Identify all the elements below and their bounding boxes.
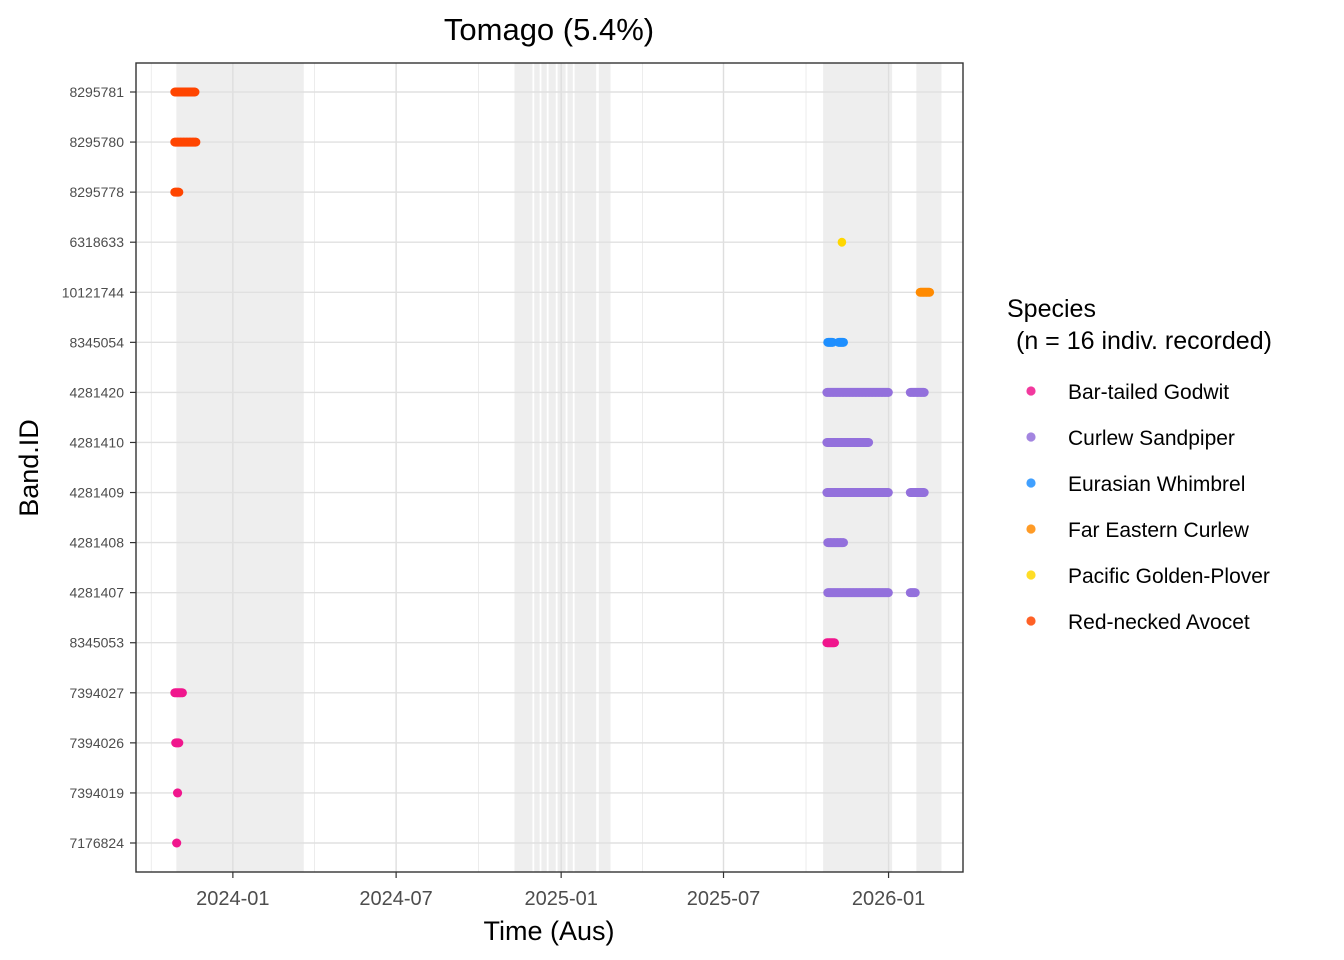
shaded-period (514, 63, 533, 872)
y-tick-label: 8345053 (69, 635, 124, 651)
data-point (839, 338, 849, 347)
data-point (920, 488, 929, 497)
y-tick-label: 4281407 (69, 585, 124, 601)
y-tick-label: 10121744 (62, 284, 125, 300)
shaded-periods (176, 63, 942, 872)
legend-key-eurasian-whimbrel (1026, 478, 1036, 488)
y-axis-title: Band.ID (14, 419, 44, 517)
data-point (172, 838, 181, 848)
y-tick-label: 4281409 (69, 485, 124, 501)
shaded-period (176, 63, 304, 872)
x-tick-label: 2025-01 (524, 888, 597, 910)
data-point (864, 438, 874, 447)
shaded-period (548, 63, 556, 872)
legend-title: Species (1007, 295, 1096, 323)
legend-items: Bar-tailed Godwit Curlew Sandpiper Eurasia… (1026, 381, 1270, 634)
legend-label: Pacific Golden-Plover (1068, 565, 1270, 588)
data-point (911, 588, 920, 597)
shaded-period (541, 63, 547, 872)
legend-key-pacific-golden-plover (1026, 570, 1036, 580)
data-point (190, 87, 200, 97)
data-point (884, 388, 893, 397)
x-axis: 2024-01 2024-07 2025-01 2025-07 2026-01 (196, 872, 925, 910)
y-tick-label: 4281420 (69, 384, 124, 400)
shaded-period (823, 63, 893, 872)
legend-label: Bar-tailed Godwit (1068, 381, 1229, 404)
data-point (830, 638, 840, 648)
data-point (191, 137, 201, 147)
y-tick-label: 4281410 (69, 434, 124, 450)
legend-label: Eurasian Whimbrel (1068, 473, 1245, 496)
gridlines (136, 63, 963, 872)
legend-label: Red-necked Avocet (1068, 611, 1250, 634)
y-tick-label: 8295780 (69, 134, 124, 150)
legend-key-bar-tailed-godwit (1026, 386, 1036, 396)
y-tick-label: 8345054 (69, 334, 124, 350)
y-tick-label: 4281408 (69, 535, 124, 551)
data-points (170, 87, 935, 848)
x-tick-label: 2024-07 (359, 888, 432, 910)
y-axis: 7176824 7394019 7394026 7394027 8345053 42814… (62, 84, 136, 851)
data-point (178, 688, 187, 698)
data-point (884, 588, 893, 597)
legend-key-far-eastern-curlew (1026, 524, 1036, 534)
x-tick-label: 2026-01 (852, 888, 925, 910)
legend-subtitle: (n = 16 indiv. recorded) (1016, 327, 1272, 355)
y-tick-label: 7176824 (69, 835, 124, 851)
shaded-period (598, 63, 611, 872)
y-tick-label: 7394019 (69, 785, 124, 801)
data-point (174, 187, 184, 197)
data-point (884, 488, 893, 497)
shaded-period (567, 63, 573, 872)
shaded-period (534, 63, 540, 872)
shaded-period (916, 63, 942, 872)
x-axis-title: Time (Aus) (483, 916, 614, 946)
data-point (837, 237, 847, 247)
legend-key-red-necked-avocet (1026, 616, 1036, 626)
data-point (174, 738, 184, 748)
legend-label: Curlew Sandpiper (1068, 427, 1235, 450)
data-point (920, 388, 929, 397)
data-point (925, 287, 935, 297)
x-tick-label: 2024-01 (196, 888, 269, 910)
x-tick-label: 2025-07 (687, 888, 760, 910)
legend: Species (n = 16 indiv. recorded) Bar-tai… (1007, 295, 1272, 634)
plot-area (135, 62, 964, 873)
panel-border (135, 62, 964, 873)
shaded-period (574, 63, 597, 872)
data-point (172, 788, 182, 798)
y-tick-label: 7394027 (69, 685, 124, 701)
y-tick-label: 8295781 (69, 84, 124, 100)
chart-title: Tomago (5.4%) (444, 12, 654, 47)
data-point (839, 538, 849, 547)
y-tick-label: 6318633 (69, 234, 124, 250)
legend-key-curlew-sandpiper (1026, 432, 1036, 442)
y-tick-label: 8295778 (69, 184, 124, 200)
y-tick-label: 7394026 (69, 735, 124, 751)
legend-label: Far Eastern Curlew (1068, 519, 1250, 542)
